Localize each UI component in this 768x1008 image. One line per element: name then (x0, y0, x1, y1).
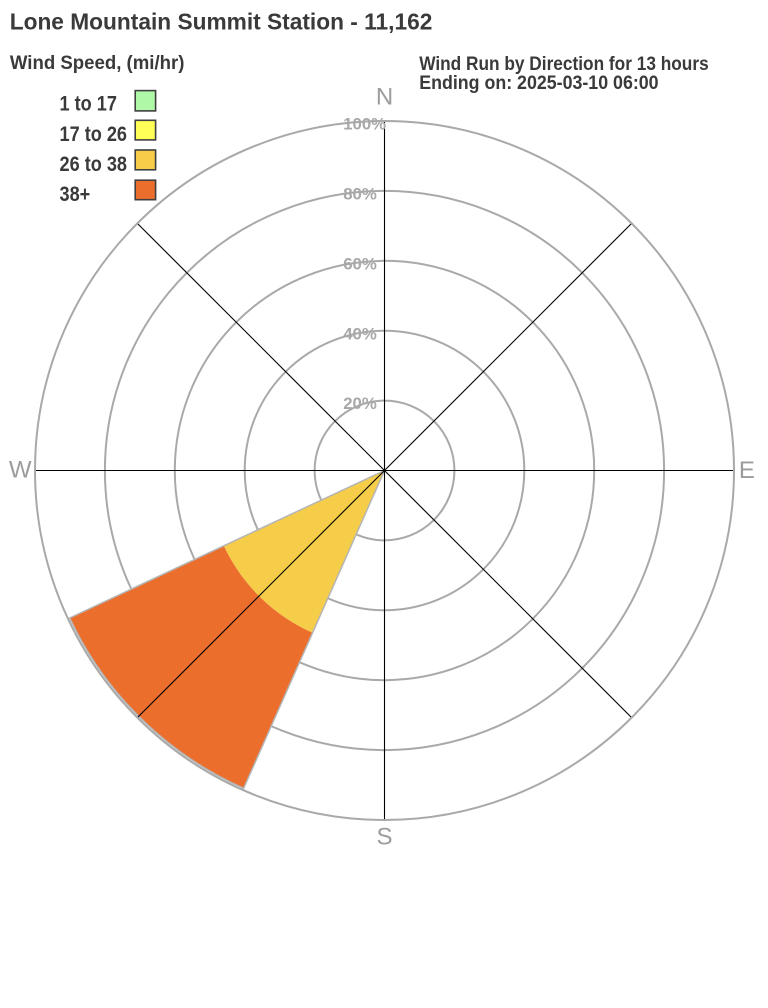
svg-text:Ending on: 2025-03-10 06:00: Ending on: 2025-03-10 06:00 (419, 71, 658, 93)
svg-text:38+: 38+ (60, 183, 91, 207)
svg-text:60%: 60% (343, 254, 377, 273)
svg-text:Wind Speed, (mi/hr): Wind Speed, (mi/hr) (10, 52, 185, 73)
svg-text:1 to 17: 1 to 17 (60, 92, 117, 116)
svg-text:26 to 38: 26 to 38 (60, 153, 128, 177)
svg-text:20%: 20% (343, 394, 377, 413)
svg-text:Wind Run by Direction for 13 h: Wind Run by Direction for 13 hours (419, 52, 708, 74)
svg-text:100%: 100% (343, 115, 386, 134)
svg-text:W: W (9, 457, 32, 484)
svg-text:E: E (739, 457, 755, 484)
svg-text:N: N (376, 83, 393, 110)
svg-text:40%: 40% (343, 324, 377, 343)
svg-text:17 to 26: 17 to 26 (60, 123, 128, 147)
svg-text:Lone Mountain Summit Station -: Lone Mountain Summit Station - 11,162 (10, 8, 433, 34)
svg-text:S: S (376, 824, 392, 851)
svg-text:80%: 80% (343, 185, 377, 204)
